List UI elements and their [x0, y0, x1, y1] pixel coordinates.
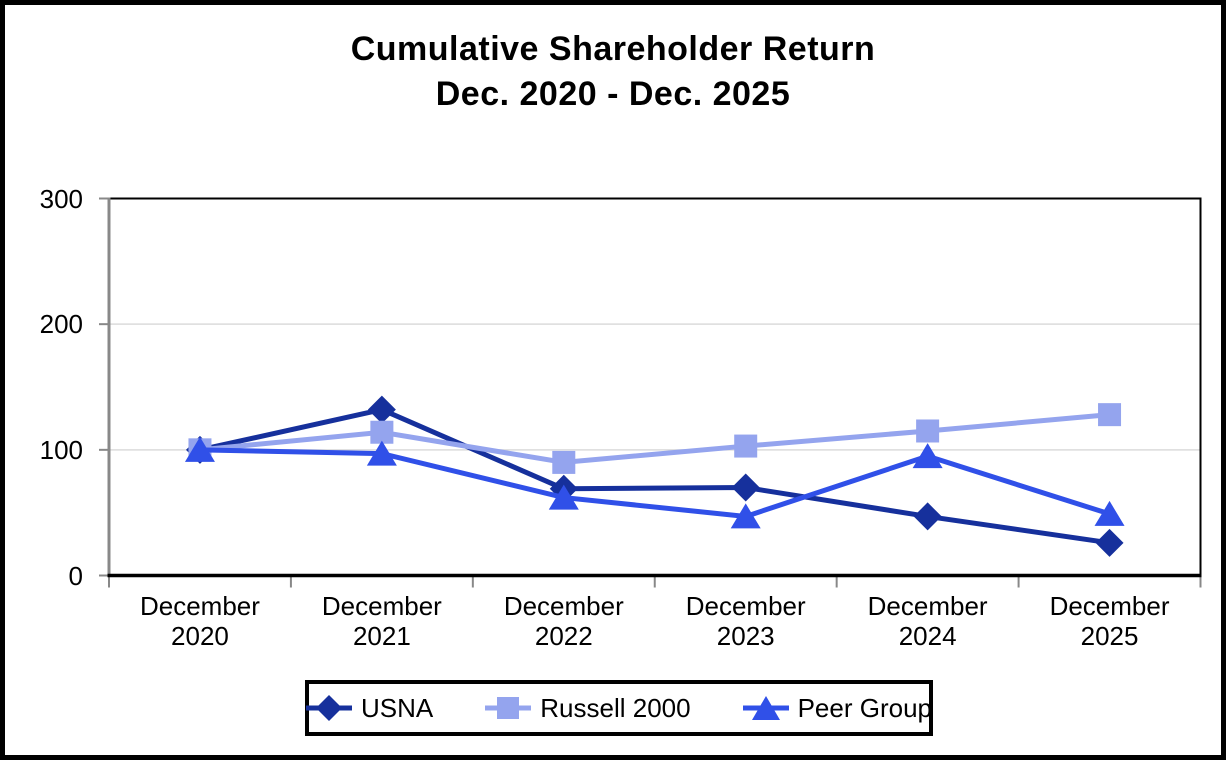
triangle-glyph — [751, 696, 780, 720]
legend-item-russell-2000: Russell 2000 — [485, 692, 691, 724]
chart-title: Cumulative Shareholder Return Dec. 2020 … — [5, 27, 1221, 117]
chart-title-line2: Dec. 2020 - Dec. 2025 — [435, 75, 791, 113]
legend-label-russell-2000: Russell 2000 — [540, 692, 691, 723]
peer-group-triangle-marker — [730, 503, 761, 529]
plot-area — [99, 197, 1202, 588]
legend-label-peer-group: Peer Group — [797, 692, 932, 723]
y-axis-label-200: 200 — [39, 309, 83, 340]
chart-title-line1: Cumulative Shareholder Return — [350, 30, 876, 68]
peer-group-triangle-marker — [366, 440, 397, 466]
y-axis-label-300: 300 — [39, 183, 83, 214]
legend-label-usna: USNA — [361, 692, 434, 723]
series-line-peer-group — [199, 447, 1111, 519]
usna-diamond-marker — [1095, 528, 1124, 557]
peer-group-triangle-marker — [1094, 500, 1125, 526]
legend-item-peer-group: Peer Group — [742, 692, 932, 724]
usna-diamond-marker — [367, 395, 396, 424]
legend: USNA Russell 2000 Peer Group — [305, 680, 933, 736]
y-axis-label-100: 100 — [39, 434, 83, 465]
russell-2000-square-marker — [552, 450, 576, 474]
x-axis-label-2021: December 2021 — [321, 591, 442, 651]
diamond-glyph — [316, 695, 343, 721]
russell-2000-square-marker — [1098, 403, 1122, 427]
russell-2000-square-icon — [485, 697, 532, 719]
legend-item-usna: USNA — [306, 693, 433, 724]
peer-group-triangle-icon — [742, 696, 789, 720]
square-glyph — [497, 697, 520, 719]
x-axis-label-2020: December 2020 — [139, 591, 260, 651]
russell-2000-square-marker — [370, 420, 394, 444]
usna-diamond-marker — [913, 502, 942, 531]
x-axis-label-2022: December 2022 — [503, 591, 624, 651]
y-axis-label-0: 0 — [68, 560, 83, 591]
series-line-russell-2000 — [199, 412, 1110, 465]
russell-2000-square-marker — [916, 419, 940, 443]
peer-group-triangle-marker — [912, 443, 943, 469]
x-axis-label-2024: December 2024 — [867, 591, 988, 651]
usna-diamond-icon — [306, 695, 353, 721]
russell-2000-square-marker — [734, 434, 758, 458]
usna-diamond-marker — [731, 473, 760, 502]
x-axis-label-2025: December 2025 — [1049, 591, 1170, 651]
peer-group-triangle-marker — [548, 484, 579, 510]
x-axis-label-2023: December 2023 — [685, 591, 806, 651]
series-line-usna — [199, 407, 1110, 546]
peer-group-triangle-marker — [184, 436, 215, 462]
